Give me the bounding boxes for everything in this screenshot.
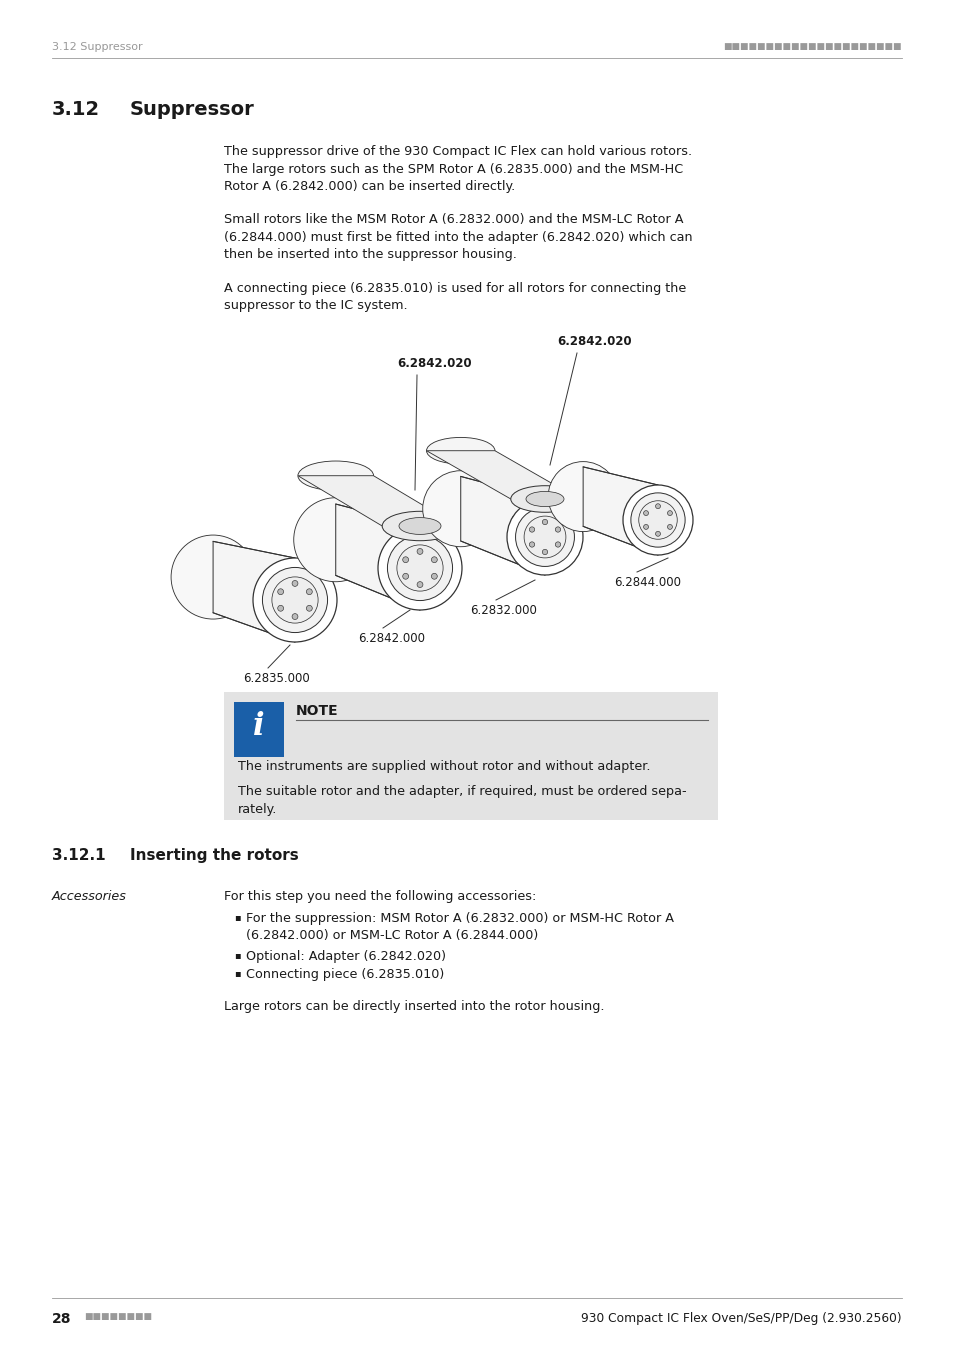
Polygon shape [582,467,658,555]
Ellipse shape [515,508,574,567]
Text: Small rotors like the MSM Rotor A (6.2832.000) and the MSM-LC Rotor A
(6.2844.00: Small rotors like the MSM Rotor A (6.283… [224,213,692,261]
Text: The instruments are supplied without rotor and without adapter.: The instruments are supplied without rot… [237,760,650,774]
Text: ▪: ▪ [233,968,240,977]
Ellipse shape [548,462,618,532]
Ellipse shape [628,501,634,512]
Circle shape [667,524,672,529]
Circle shape [292,580,297,586]
Circle shape [655,532,659,536]
Ellipse shape [422,471,498,547]
Text: 3.12.1: 3.12.1 [52,848,106,863]
Circle shape [643,510,648,516]
Ellipse shape [426,437,495,464]
Circle shape [292,614,297,620]
Circle shape [402,574,408,579]
Text: For this step you need the following accessories:: For this step you need the following acc… [224,890,536,903]
Text: NOTE: NOTE [295,703,338,718]
Text: 6.2842.020: 6.2842.020 [557,335,631,348]
Polygon shape [335,504,419,610]
Text: ■■■■■■■■■■■■■■■■■■■■■: ■■■■■■■■■■■■■■■■■■■■■ [722,42,901,51]
Text: 3.12 Suppressor: 3.12 Suppressor [52,42,143,53]
Circle shape [667,510,672,516]
Circle shape [555,526,560,532]
Ellipse shape [398,517,440,535]
Ellipse shape [387,536,452,601]
Circle shape [541,549,547,555]
Ellipse shape [523,516,565,558]
Text: Suppressor: Suppressor [130,100,254,119]
Ellipse shape [525,491,563,506]
Text: 6.2844.000: 6.2844.000 [614,576,680,589]
Ellipse shape [272,576,317,624]
Circle shape [431,556,436,563]
Circle shape [541,520,547,525]
Text: The suitable rotor and the adapter, if required, must be ordered sepa-
rately.: The suitable rotor and the adapter, if r… [237,784,686,815]
Circle shape [431,574,436,579]
Text: Connecting piece (6.2835.010): Connecting piece (6.2835.010) [246,968,444,981]
Circle shape [277,605,283,612]
Polygon shape [460,477,544,575]
Text: Optional: Adapter (6.2842.020): Optional: Adapter (6.2842.020) [246,950,446,963]
Ellipse shape [630,493,684,547]
Text: Large rotors can be directly inserted into the rotor housing.: Large rotors can be directly inserted in… [224,1000,604,1012]
Circle shape [643,524,648,529]
Ellipse shape [262,567,327,633]
Text: i: i [253,711,265,743]
Text: For the suppression: MSM Rotor A (6.2832.000) or MSM-HC Rotor A
(6.2842.000) or : For the suppression: MSM Rotor A (6.2832… [246,913,673,942]
FancyBboxPatch shape [233,702,284,757]
Text: ▪: ▪ [233,913,240,922]
Text: 28: 28 [52,1312,71,1326]
Polygon shape [297,475,457,526]
Text: Inserting the rotors: Inserting the rotors [130,848,298,863]
Circle shape [277,589,283,594]
Ellipse shape [294,498,377,582]
Text: A connecting piece (6.2835.010) is used for all rotors for connecting the
suppre: A connecting piece (6.2835.010) is used … [224,282,685,312]
Text: ▪: ▪ [233,950,240,960]
Ellipse shape [382,512,457,541]
Circle shape [529,526,534,532]
Ellipse shape [506,500,582,575]
Text: 6.2835.000: 6.2835.000 [243,672,310,684]
Text: 6.2842.020: 6.2842.020 [396,356,471,370]
Circle shape [416,582,422,587]
Text: 6.2842.000: 6.2842.000 [357,632,424,645]
Ellipse shape [262,579,270,591]
Text: Accessories: Accessories [52,890,127,903]
Circle shape [416,548,422,555]
Ellipse shape [377,526,461,610]
Circle shape [555,541,560,547]
Circle shape [306,605,312,612]
Circle shape [306,589,312,594]
Ellipse shape [297,460,374,490]
Circle shape [529,541,534,547]
Ellipse shape [510,486,578,512]
Ellipse shape [386,545,394,558]
Ellipse shape [171,535,254,620]
Ellipse shape [622,485,692,555]
Polygon shape [426,451,578,500]
Polygon shape [213,541,294,643]
Text: ■■■■■■■■: ■■■■■■■■ [84,1312,152,1322]
Ellipse shape [396,545,442,591]
Ellipse shape [512,516,518,526]
Ellipse shape [253,558,336,643]
Text: 3.12: 3.12 [52,100,100,119]
Text: The suppressor drive of the 930 Compact IC Flex can hold various rotors.
The lar: The suppressor drive of the 930 Compact … [224,144,691,193]
FancyBboxPatch shape [224,693,718,819]
Circle shape [402,556,408,563]
Circle shape [655,504,659,509]
Ellipse shape [639,501,677,539]
Text: 930 Compact IC Flex Oven/SeS/PP/Deg (2.930.2560): 930 Compact IC Flex Oven/SeS/PP/Deg (2.9… [580,1312,901,1324]
Text: 6.2832.000: 6.2832.000 [470,603,537,617]
